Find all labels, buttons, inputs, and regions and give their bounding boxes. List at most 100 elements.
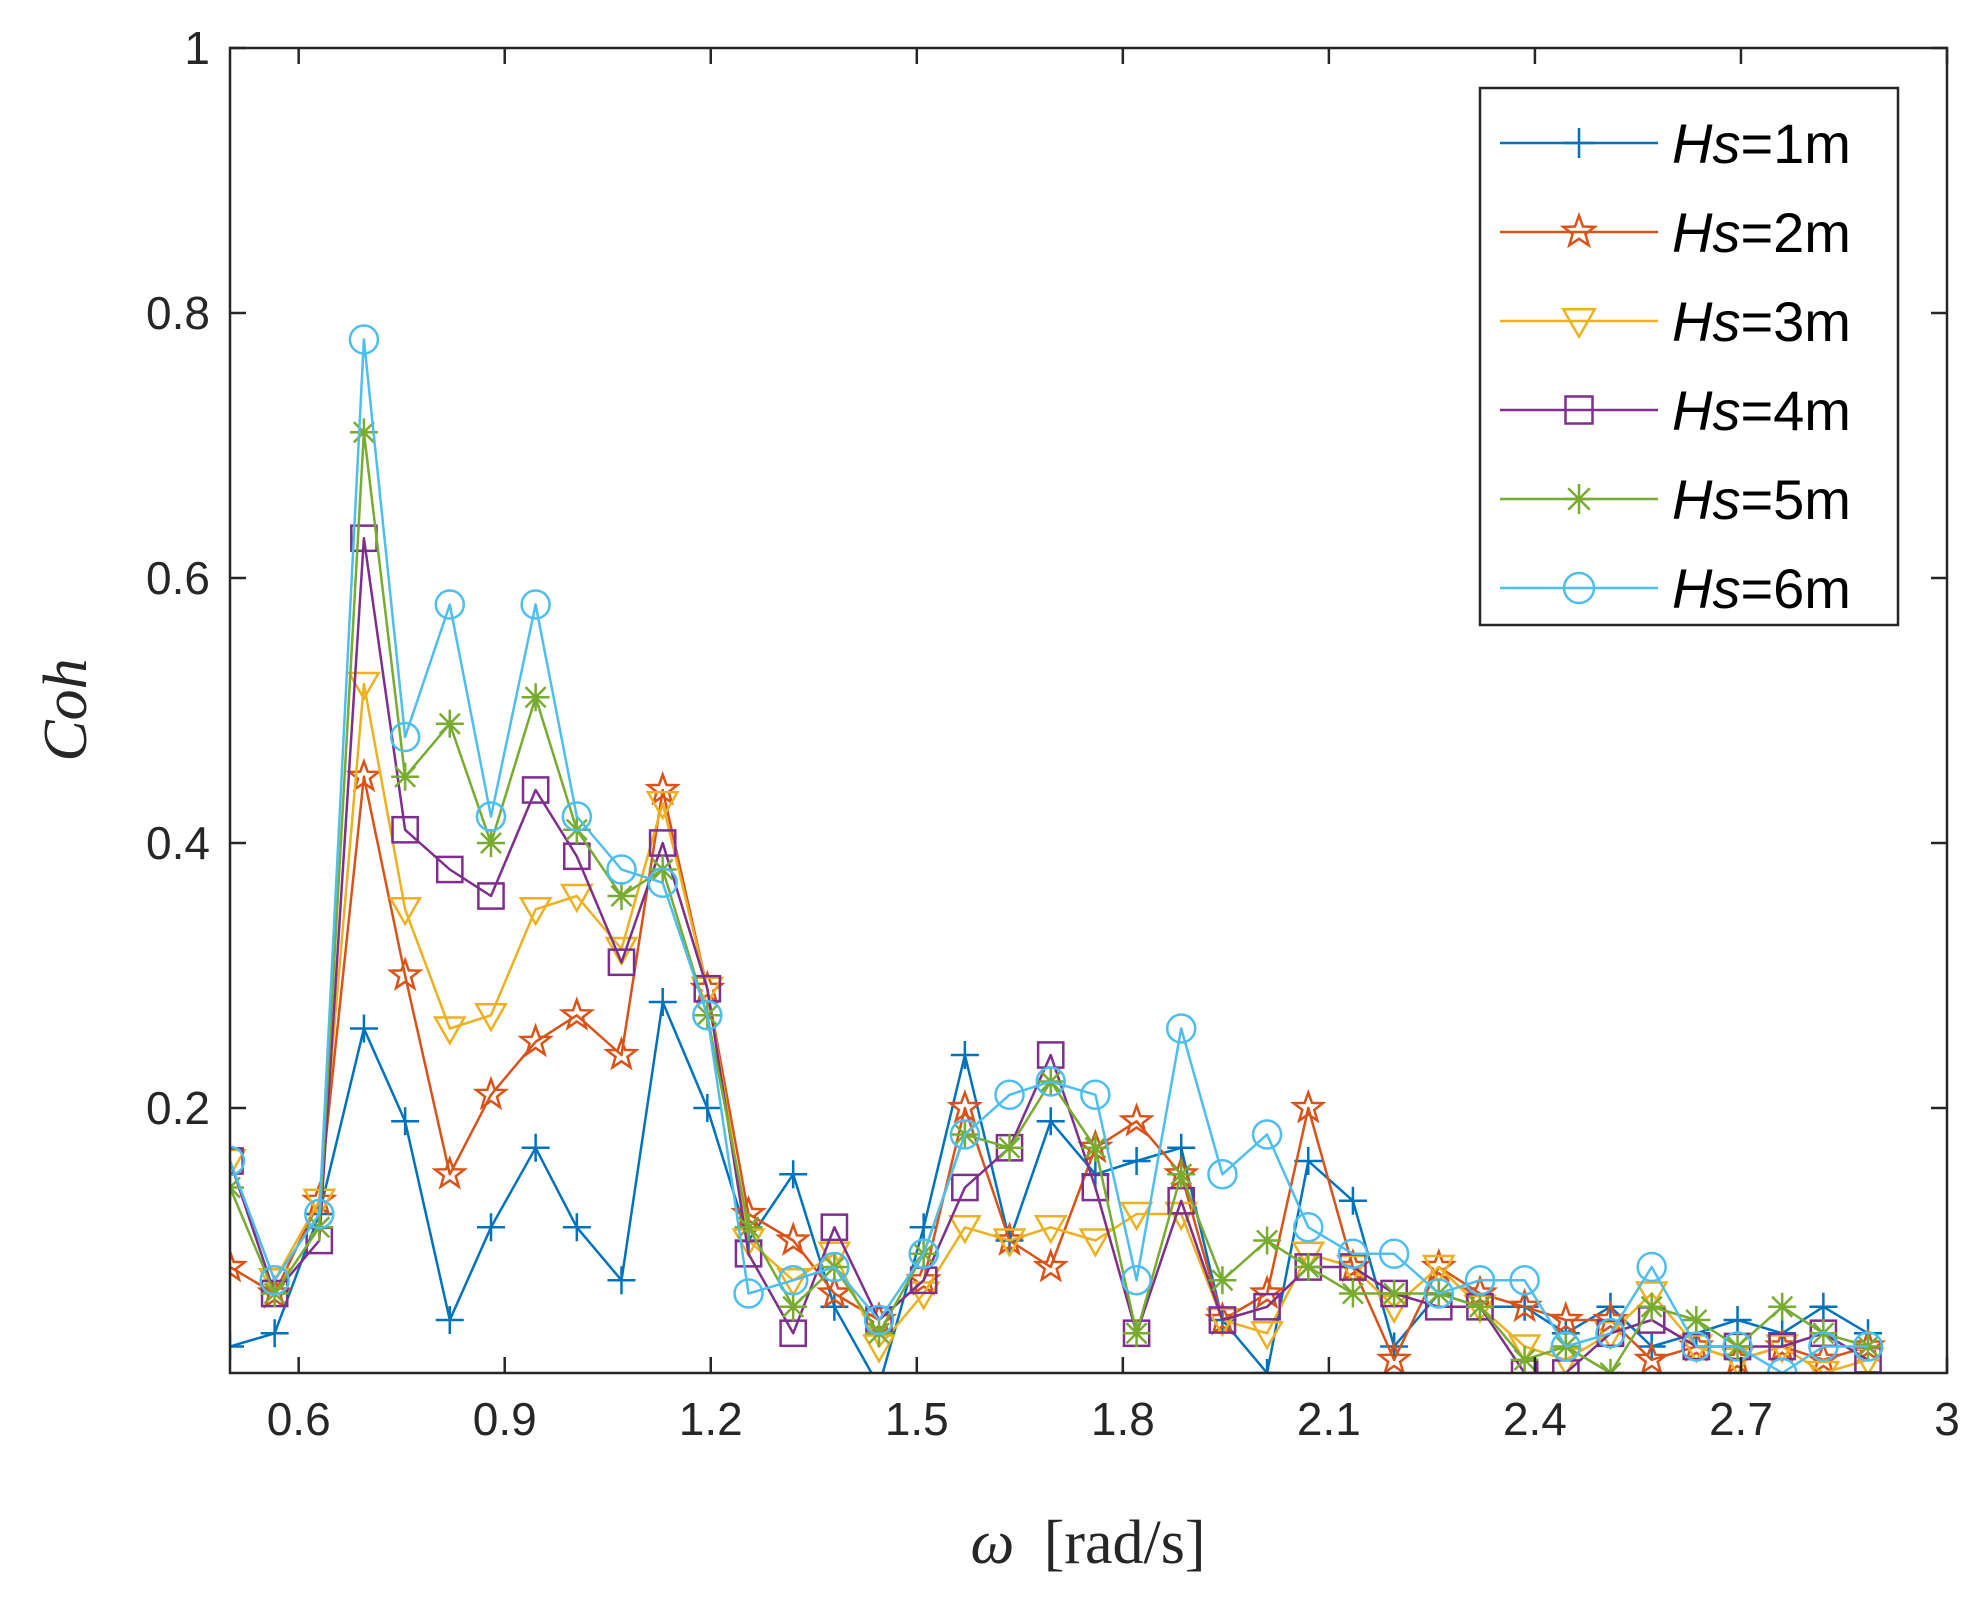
data-point <box>607 1266 636 1295</box>
data-point <box>230 1148 247 1179</box>
data-point <box>1510 1345 1539 1373</box>
x-tick-label: 0.9 <box>473 1393 537 1445</box>
data-point <box>1375 1340 1413 1373</box>
legend-label: Hs=5m <box>1672 468 1851 531</box>
x-tick-label: 1.8 <box>1091 1393 1155 1445</box>
data-point <box>521 683 550 712</box>
legend-label: Hs=6m <box>1672 557 1851 620</box>
data-point <box>1207 1159 1238 1190</box>
data-point <box>431 1155 468 1190</box>
x-axis-unit: [rad/s] <box>1044 1509 1206 1577</box>
data-point <box>1122 1319 1151 1348</box>
legend-label: Hs=4m <box>1672 379 1851 442</box>
series-line <box>230 537 1869 1373</box>
data-point <box>388 896 422 927</box>
data-point <box>520 589 551 620</box>
data-point <box>648 988 677 1016</box>
legend-label: Hs=1m <box>1672 112 1851 175</box>
data-point <box>948 1214 982 1245</box>
data-point <box>1338 1186 1367 1215</box>
data-point <box>347 671 381 702</box>
data-point <box>1562 571 1596 605</box>
data-point <box>1809 1292 1838 1321</box>
x-tick-label: 2.7 <box>1709 1393 1773 1445</box>
data-point <box>477 882 505 910</box>
data-point <box>472 1075 510 1111</box>
data-point <box>1253 1359 1282 1373</box>
data-point <box>995 1133 1024 1162</box>
data-point <box>994 1079 1025 1110</box>
data-point <box>1293 1212 1324 1243</box>
x-axis-symbol: ω <box>970 1509 1014 1577</box>
data-point <box>559 883 594 914</box>
data-point <box>777 1265 809 1296</box>
data-point <box>348 324 380 355</box>
data-point <box>607 948 636 977</box>
legend-label-suffix: =6m <box>1740 557 1851 620</box>
data-point <box>1032 1247 1069 1283</box>
data-point <box>1165 1013 1197 1044</box>
data-point <box>946 1088 984 1124</box>
data-point <box>816 1274 853 1309</box>
legend-label: Hs=3m <box>1672 290 1851 353</box>
data-point <box>391 815 419 844</box>
data-point <box>435 1306 464 1334</box>
data-point <box>474 1002 508 1033</box>
data-point <box>779 1292 808 1321</box>
data-point <box>1633 1340 1670 1373</box>
data-point <box>1251 1119 1283 1150</box>
data-point <box>1119 1201 1154 1232</box>
data-point <box>1208 1266 1237 1295</box>
y-tick-label: 1 <box>184 22 210 74</box>
data-point <box>906 1281 941 1311</box>
data-point <box>1806 1360 1841 1373</box>
legend-item: Hs=5m <box>1500 468 1851 531</box>
data-point <box>1765 1334 1800 1364</box>
data-point <box>1294 1147 1323 1175</box>
x-tick-label: 0.6 <box>267 1393 331 1445</box>
legend-label-suffix: =5m <box>1740 468 1851 531</box>
legend-label-suffix: =4m <box>1740 379 1851 442</box>
data-point <box>1378 1238 1410 1269</box>
data-point <box>645 790 680 821</box>
data-point <box>1636 1251 1667 1283</box>
y-tick-label: 0.4 <box>146 817 210 869</box>
data-point <box>1337 1238 1369 1269</box>
data-point <box>518 896 553 927</box>
series-6 <box>230 324 1884 1373</box>
data-point <box>1465 1292 1494 1321</box>
data-point <box>1208 1306 1237 1334</box>
series-line <box>230 338 1868 1373</box>
data-point <box>1722 1331 1753 1362</box>
data-point <box>230 1145 246 1177</box>
data-point <box>1682 1306 1711 1334</box>
data-point <box>1423 1278 1455 1309</box>
data-point <box>1637 1292 1666 1321</box>
data-point <box>1380 1279 1409 1308</box>
data-point <box>521 776 550 804</box>
series-line <box>230 775 1869 1362</box>
data-point <box>1852 1331 1884 1362</box>
data-point <box>1121 1265 1152 1296</box>
data-point <box>558 996 596 1031</box>
data-point <box>1768 1292 1797 1321</box>
data-point <box>391 1107 420 1136</box>
legend-label-italic: Hs <box>1672 468 1740 531</box>
data-point <box>606 854 637 885</box>
data-point <box>230 1332 244 1361</box>
data-point <box>951 1173 979 1202</box>
legend-item: Hs=2m <box>1500 201 1851 264</box>
data-point <box>476 1213 505 1242</box>
data-point <box>1336 1254 1370 1285</box>
data-point <box>1078 1228 1113 1258</box>
legend-item: Hs=4m <box>1500 379 1851 442</box>
data-point <box>1507 1334 1542 1364</box>
data-point <box>434 589 466 620</box>
data-point <box>304 1198 335 1230</box>
data-point <box>908 1238 939 1269</box>
x-tick-label: 1.2 <box>679 1393 743 1445</box>
data-point <box>562 1213 591 1242</box>
data-point <box>1564 484 1594 514</box>
